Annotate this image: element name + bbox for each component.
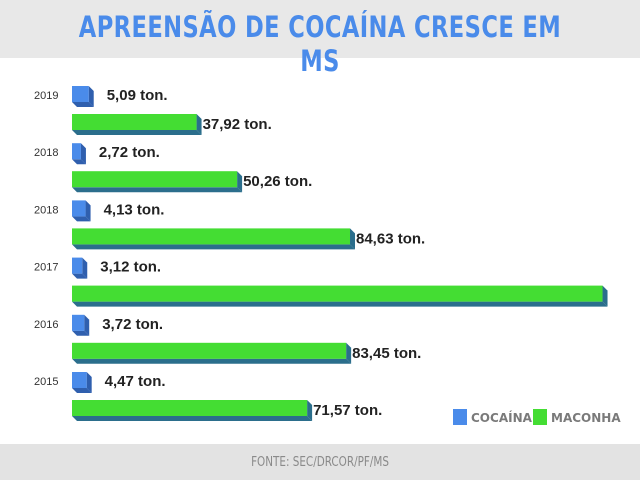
bar-cocaina: [72, 143, 86, 165]
bar-maconha-side: [196, 114, 202, 135]
bar-cocaina-bottom: [72, 216, 91, 222]
bar-cocaina-side: [85, 200, 91, 222]
bar-cocaina-side: [82, 257, 88, 279]
bar-cocaina-bottom: [72, 159, 86, 165]
value-label-cocaina: 4,13 ton.: [104, 201, 165, 218]
value-label-maconha: 71,57 ton.: [313, 402, 382, 419]
bar-cocaina-side: [86, 372, 92, 393]
bar-cocaina: [72, 257, 88, 279]
bar-cocaina-side: [80, 143, 86, 165]
year-label: 2018: [34, 147, 58, 159]
bar-maconha-side: [602, 285, 608, 307]
bar-chart: 2019 5,09 ton. 37,92 ton. 2018 2,72 ton. 50,2…: [34, 86, 621, 425]
bar-cocaina: [72, 314, 90, 336]
bar-maconha: [72, 228, 356, 250]
bar-maconha-bottom: [72, 358, 352, 364]
bar-maconha-front: [72, 285, 603, 302]
year-label: 2015: [34, 376, 58, 388]
legend-swatch-cocaina: [453, 409, 467, 425]
bar-maconha: [72, 171, 243, 193]
bar-maconha-front: [72, 171, 238, 188]
bar-maconha-bottom: [72, 130, 202, 135]
bar-cocaina-bottom: [72, 388, 92, 393]
bar-cocaina-front: [72, 86, 89, 102]
bar-maconha: [72, 342, 352, 364]
bar-maconha-side: [346, 342, 352, 364]
bar-maconha-side: [350, 228, 356, 250]
value-label-cocaina: 3,72 ton.: [102, 316, 163, 333]
bar-cocaina-front: [72, 200, 86, 217]
bar-cocaina: [72, 86, 94, 107]
bar-maconha-bottom: [72, 244, 356, 250]
bar-maconha-side: [237, 171, 243, 193]
bar-maconha-bottom: [72, 416, 313, 421]
footer-banner: [0, 444, 640, 480]
bar-cocaina-front: [72, 314, 85, 331]
bar-maconha-bottom: [72, 187, 243, 193]
year-label: 2016: [34, 319, 58, 331]
bar-cocaina-front: [72, 372, 87, 388]
bar-cocaina-side: [88, 86, 94, 107]
legend-label-maconha: MACONHA: [551, 411, 621, 425]
bar-maconha-front: [72, 342, 347, 359]
bar-cocaina-front: [72, 257, 83, 274]
bar-maconha-side: [307, 400, 313, 421]
value-label-maconha: 50,26 ton.: [243, 173, 312, 190]
bar-cocaina: [72, 372, 92, 393]
year-label: 2019: [34, 90, 58, 102]
title-banner: [0, 0, 640, 58]
bar-maconha-front: [72, 228, 351, 245]
value-label-cocaina: 2,72 ton.: [99, 144, 160, 161]
bar-maconha-front: [72, 400, 308, 416]
legend-label-cocaina: COCAÍNA: [471, 410, 533, 425]
year-label: 2018: [34, 204, 58, 216]
bar-maconha: [72, 285, 608, 307]
value-label-maconha: 37,92 ton.: [203, 116, 272, 133]
bar-cocaina: [72, 200, 91, 222]
value-label-cocaina: 3,12 ton.: [100, 259, 161, 276]
bar-maconha: [72, 114, 202, 135]
value-label-maconha: 83,45 ton.: [352, 345, 421, 362]
legend-swatch-maconha: [533, 409, 547, 425]
source-note: FONTE: SEC/DRCOR/PF/MS: [251, 455, 389, 470]
bar-maconha-bottom: [72, 301, 608, 307]
value-label-cocaina: 5,09 ton.: [107, 87, 168, 104]
bar-cocaina-bottom: [72, 273, 88, 279]
bar-maconha: [72, 400, 313, 421]
chart-title: APREENSÃO DE COCAÍNA CRESCE EM MS: [78, 10, 562, 78]
bar-cocaina-bottom: [72, 102, 94, 107]
bar-cocaina-front: [72, 143, 81, 160]
year-label: 2017: [34, 262, 58, 274]
bar-maconha-front: [72, 114, 197, 130]
value-label-cocaina: 4,47 ton.: [105, 373, 166, 390]
bar-cocaina-bottom: [72, 330, 90, 336]
bar-cocaina-side: [84, 314, 90, 336]
value-label-maconha: 84,63 ton.: [356, 230, 425, 247]
